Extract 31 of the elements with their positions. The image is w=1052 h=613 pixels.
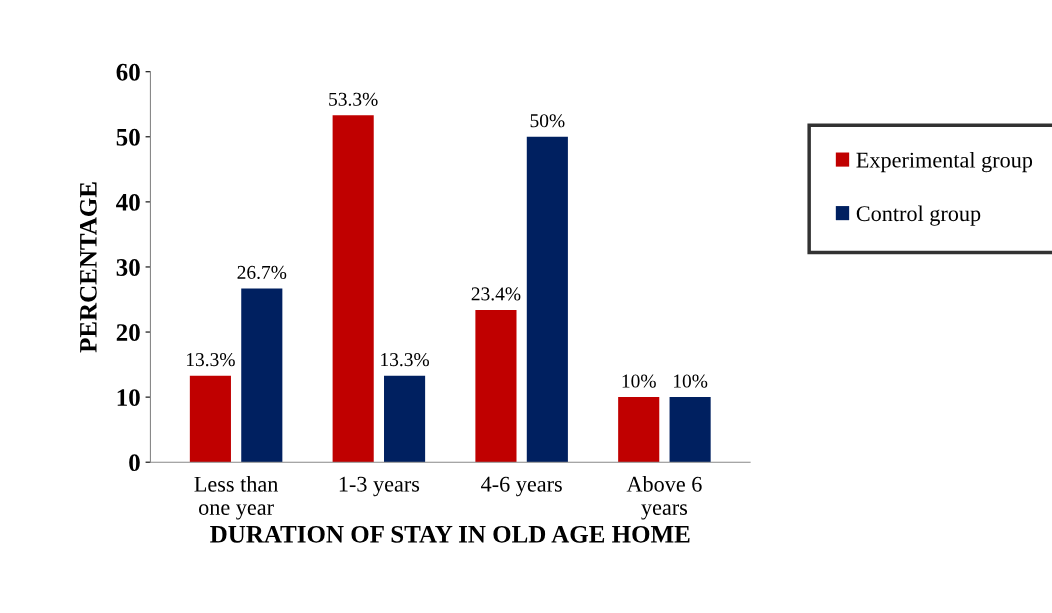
x-tick-label: Less than one year xyxy=(194,476,279,520)
bar xyxy=(332,115,374,463)
data-label: 23.4% xyxy=(471,287,521,301)
data-label: 13.3% xyxy=(381,353,430,367)
y-tick-label: 50 xyxy=(116,128,140,146)
bar xyxy=(384,375,426,463)
data-label: 26.7% xyxy=(237,265,287,280)
bar xyxy=(475,309,517,463)
y-tick-label: 20 xyxy=(116,324,140,341)
y-tick-label: 30 xyxy=(116,259,140,276)
y-tick-label: 60 xyxy=(116,63,140,81)
data-label: 53.3% xyxy=(329,92,378,106)
data-label: 13.3% xyxy=(187,353,235,367)
x-axis-title: DURATION OF STAY IN OLD AGE HOME xyxy=(210,525,690,543)
x-tick-label: 1-3 years xyxy=(339,476,420,497)
y-axis-title: PERCENTAGE xyxy=(79,182,97,353)
legend-label: Control group xyxy=(856,205,981,226)
bar xyxy=(241,288,283,463)
bar xyxy=(618,397,660,463)
data-label: 10% xyxy=(622,374,656,388)
y-tick-label: 10 xyxy=(117,389,140,407)
x-tick-label: 4-6 years xyxy=(481,476,562,497)
legend-label: Experimental group xyxy=(856,151,1033,173)
y-tick-label: 0 xyxy=(129,454,140,472)
bar xyxy=(669,397,711,463)
data-label: 10% xyxy=(674,374,708,388)
data-label: 50% xyxy=(530,114,565,128)
bar xyxy=(189,375,231,463)
bar xyxy=(526,136,568,463)
y-tick-label: 40 xyxy=(116,193,140,211)
x-tick-label: Above 6 years xyxy=(626,476,702,520)
